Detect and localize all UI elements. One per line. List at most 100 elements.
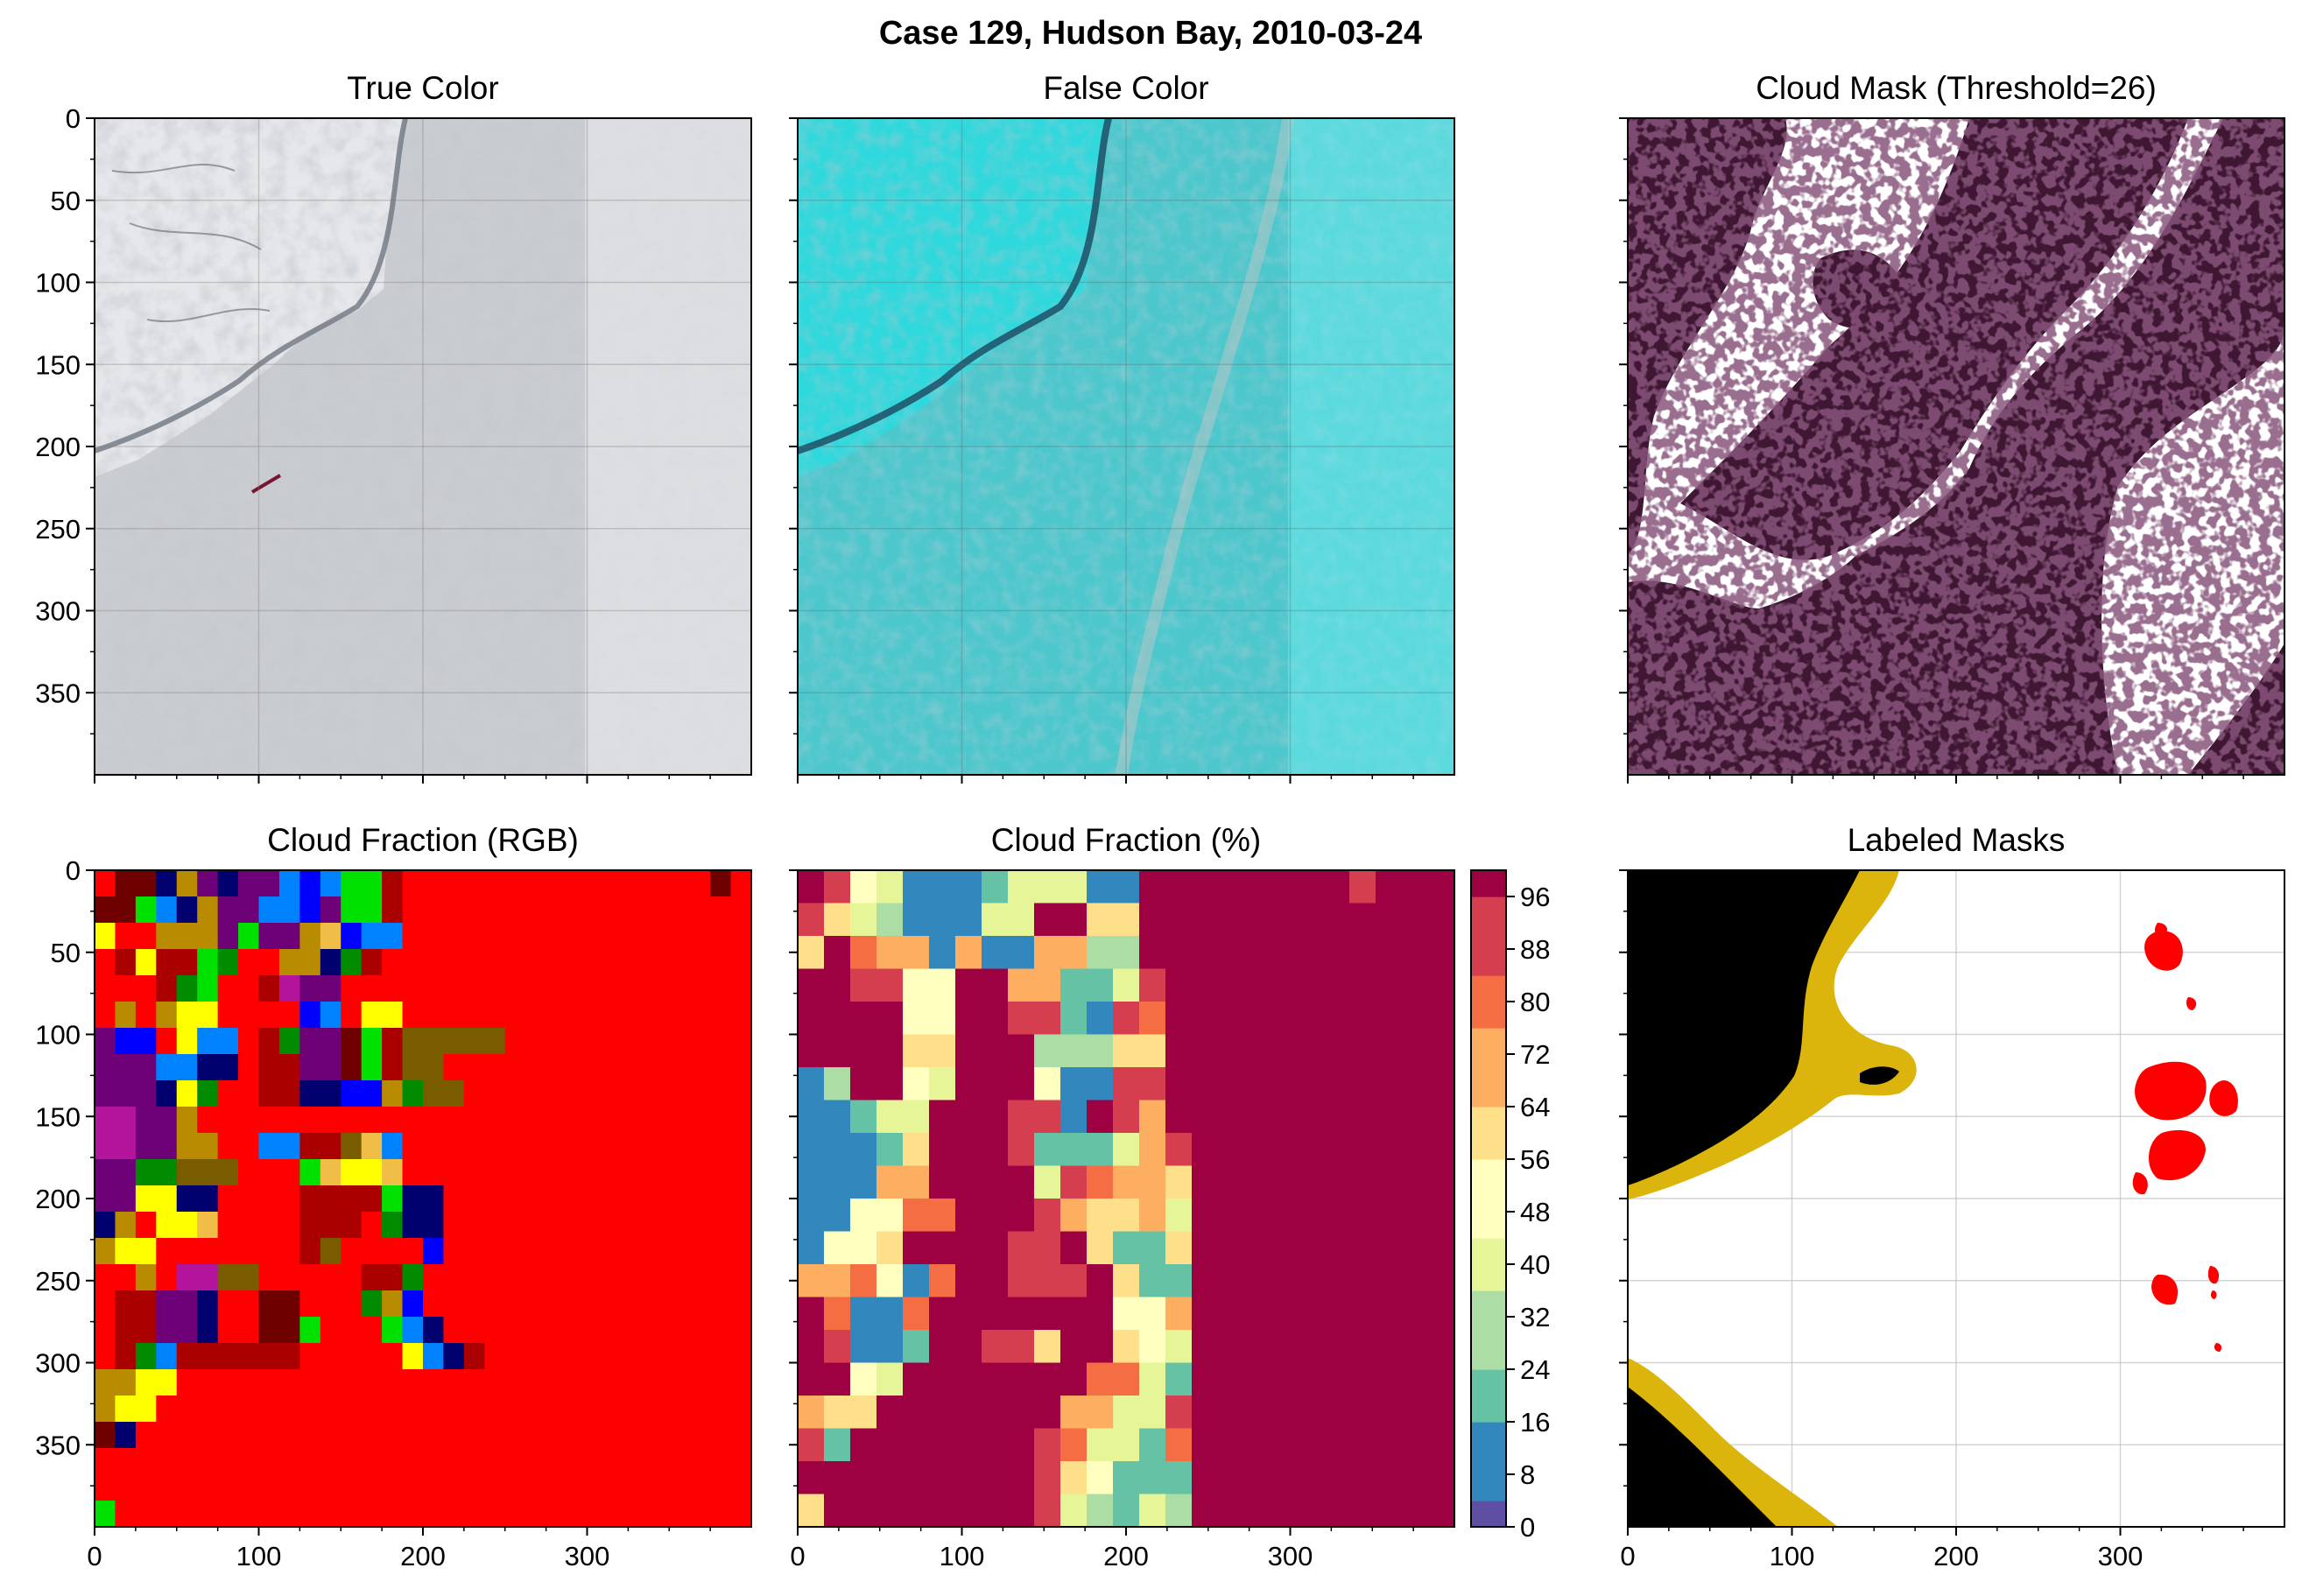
cf-rgb-cell xyxy=(341,1238,363,1265)
cf-pct-cell xyxy=(982,1297,1009,1331)
cf-rgb-cell xyxy=(443,1369,465,1396)
cf-rgb-cell xyxy=(320,1474,341,1501)
cf-rgb-cell xyxy=(197,1396,219,1423)
cf-rgb-cell xyxy=(176,1317,198,1344)
cf-rgb-cell xyxy=(730,1290,751,1318)
cf-pct-cell xyxy=(1349,1231,1376,1265)
cf-rgb-cell xyxy=(546,1028,567,1055)
cf-rgb-cell xyxy=(382,1080,404,1107)
cf-rgb-cell xyxy=(730,949,751,976)
cf-rgb-cell xyxy=(299,949,321,976)
cf-rgb-cell xyxy=(730,1396,751,1423)
cf-rgb-cell xyxy=(299,1107,321,1134)
cf-rgb-cell xyxy=(95,1369,116,1396)
cf-rgb-cell xyxy=(648,923,670,950)
cf-rgb-cell xyxy=(115,923,137,950)
cf-pct-cell xyxy=(876,1231,904,1265)
cf-rgb-cell xyxy=(299,975,321,1002)
cf-rgb-cell xyxy=(504,975,526,1002)
cf-rgb-cell xyxy=(320,1212,341,1239)
cf-rgb-cell xyxy=(217,870,239,897)
cf-rgb-cell xyxy=(258,1212,280,1239)
cf-rgb-cell xyxy=(361,1343,383,1370)
cf-rgb-cell xyxy=(525,1501,547,1527)
cf-rgb-cell xyxy=(423,1317,445,1344)
cf-rgb-cell xyxy=(504,1264,526,1291)
cf-rgb-cell xyxy=(299,870,321,897)
cf-rgb-cell xyxy=(587,1317,609,1344)
cf-pct-cell xyxy=(1034,1330,1061,1364)
cf-pct-cell xyxy=(982,1100,1009,1134)
cf-pct-cell xyxy=(1087,903,1114,937)
cf-pct-cell xyxy=(850,1461,877,1495)
cf-pct-cell xyxy=(1402,903,1429,937)
cf-pct-cell xyxy=(1060,1034,1088,1068)
cf-rgb-cell xyxy=(567,1448,588,1475)
colorbar-tick-label: 56 xyxy=(1520,1144,1550,1175)
cf-rgb-cell xyxy=(278,870,300,897)
cf-rgb-cell xyxy=(115,1080,137,1107)
cf-rgb-cell xyxy=(135,1317,157,1344)
cf-pct-cell xyxy=(1139,1002,1166,1036)
cf-pct-cell xyxy=(955,968,982,1002)
cf-pct-cell xyxy=(1402,1297,1429,1331)
cf-pct-cell xyxy=(876,870,904,904)
cf-rgb-cell xyxy=(607,1238,629,1265)
cf-rgb-cell xyxy=(669,1264,691,1291)
cf-pct-cell xyxy=(1192,1002,1219,1036)
colorbar-tick-label: 16 xyxy=(1520,1407,1550,1438)
cf-rgb-cell xyxy=(607,1054,629,1081)
cf-rgb-cell xyxy=(156,1501,178,1527)
cf-pct-cell xyxy=(1087,1494,1114,1527)
cf-pct-cell xyxy=(1060,936,1088,970)
cf-pct-cell xyxy=(982,1231,1009,1265)
cf-rgb-cell xyxy=(258,870,280,897)
cf-pct-cell xyxy=(929,1494,956,1527)
cf-rgb-cell xyxy=(402,1133,424,1160)
cf-rgb-cell xyxy=(730,1238,751,1265)
x-tick-label: 200 xyxy=(400,1541,446,1571)
cf-rgb-cell xyxy=(567,1422,588,1449)
cf-rgb-cell xyxy=(484,923,506,950)
cf-rgb-cell xyxy=(238,1133,260,1160)
cf-rgb-cell xyxy=(628,1002,650,1029)
cf-pct-cell xyxy=(955,1231,982,1265)
cf-rgb-cell xyxy=(484,1343,506,1370)
cf-rgb-cell xyxy=(587,1080,609,1107)
cf-rgb-cell xyxy=(320,1133,341,1160)
cf-pct-cell xyxy=(1165,1494,1193,1527)
cf-rgb-cell xyxy=(484,1107,506,1134)
cf-rgb-cell xyxy=(628,1474,650,1501)
cf-pct-cell xyxy=(1034,1362,1061,1396)
cf-rgb-cell xyxy=(176,1133,198,1160)
cf-rgb-cell xyxy=(402,1212,424,1239)
cf-rgb-cell xyxy=(669,975,691,1002)
cf-rgb-cell xyxy=(423,1422,445,1449)
cf-rgb-cell xyxy=(217,1343,239,1370)
cf-rgb-cell xyxy=(299,1002,321,1029)
cf-pct-cell xyxy=(1428,1231,1454,1265)
cf-rgb-cell xyxy=(341,1290,363,1318)
cf-pct-cell xyxy=(1297,1002,1324,1036)
cf-pct-cell xyxy=(1376,1165,1403,1199)
cf-rgb-cell xyxy=(382,1264,404,1291)
cf-rgb-cell xyxy=(135,975,157,1002)
cf-rgb-cell xyxy=(484,1054,506,1081)
cf-rgb-cell xyxy=(258,1080,280,1107)
cf-pct-cell xyxy=(1034,1231,1061,1265)
cf-pct-cell xyxy=(1087,1297,1114,1331)
cf-pct-cell xyxy=(1087,1396,1114,1430)
cf-rgb-cell xyxy=(730,1080,751,1107)
panel-false-color: False Color xyxy=(789,70,1455,784)
cf-rgb-cell xyxy=(628,1107,650,1134)
cf-rgb-cell xyxy=(669,1080,691,1107)
cf-rgb-cell xyxy=(156,1369,178,1396)
cf-pct-cell xyxy=(1244,1428,1271,1462)
cf-pct-cell xyxy=(1323,1461,1350,1495)
cf-rgb-cell xyxy=(567,1343,588,1370)
cf-rgb-cell xyxy=(689,1238,711,1265)
cf-pct-cell xyxy=(798,1133,825,1167)
colorbar-band xyxy=(1471,1107,1506,1134)
cf-rgb-cell xyxy=(730,1264,751,1291)
cf-rgb-cell xyxy=(546,1474,567,1501)
